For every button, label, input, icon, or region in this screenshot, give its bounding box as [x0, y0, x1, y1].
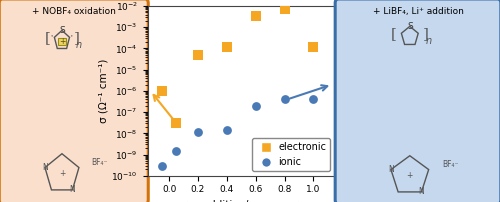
Text: BF₄⁻: BF₄⁻ [442, 160, 459, 169]
Legend: electronic, ionic: electronic, ionic [252, 138, 330, 171]
Text: +: + [59, 169, 65, 178]
Text: S: S [59, 26, 65, 35]
Point [252, 104, 260, 107]
Point [158, 164, 166, 167]
Point [310, 98, 318, 101]
Text: [: [ [390, 27, 396, 41]
Text: + NOBF₄ oxidation: + NOBF₄ oxidation [32, 7, 116, 16]
Point [280, 8, 288, 11]
Point [172, 122, 180, 125]
Text: S: S [407, 22, 412, 31]
Text: n: n [426, 36, 432, 46]
Text: ]: ] [423, 27, 429, 41]
Point [223, 128, 231, 131]
Point [158, 89, 166, 93]
Y-axis label: σ (Ω⁻¹ cm⁻¹): σ (Ω⁻¹ cm⁻¹) [98, 59, 108, 123]
Text: N: N [42, 163, 48, 172]
Point [223, 45, 231, 48]
Point [280, 98, 288, 101]
FancyBboxPatch shape [335, 0, 500, 202]
Point [252, 14, 260, 17]
FancyBboxPatch shape [0, 0, 148, 202]
Text: +: + [59, 37, 65, 46]
Text: N: N [70, 185, 75, 194]
X-axis label: r = additive/monomer: r = additive/monomer [184, 200, 299, 202]
Point [194, 53, 202, 57]
Point [310, 45, 318, 48]
Text: N: N [418, 187, 424, 196]
Text: n: n [76, 40, 82, 50]
Text: ]: ] [74, 31, 80, 45]
Text: N: N [388, 165, 394, 174]
Point [194, 130, 202, 133]
Text: + LiBF₄, Li⁺ addition: + LiBF₄, Li⁺ addition [372, 7, 464, 16]
Text: BF₄⁻: BF₄⁻ [91, 158, 108, 167]
Text: [: [ [44, 31, 51, 45]
FancyBboxPatch shape [58, 38, 66, 45]
Point [172, 149, 180, 153]
Text: +: + [406, 171, 413, 180]
